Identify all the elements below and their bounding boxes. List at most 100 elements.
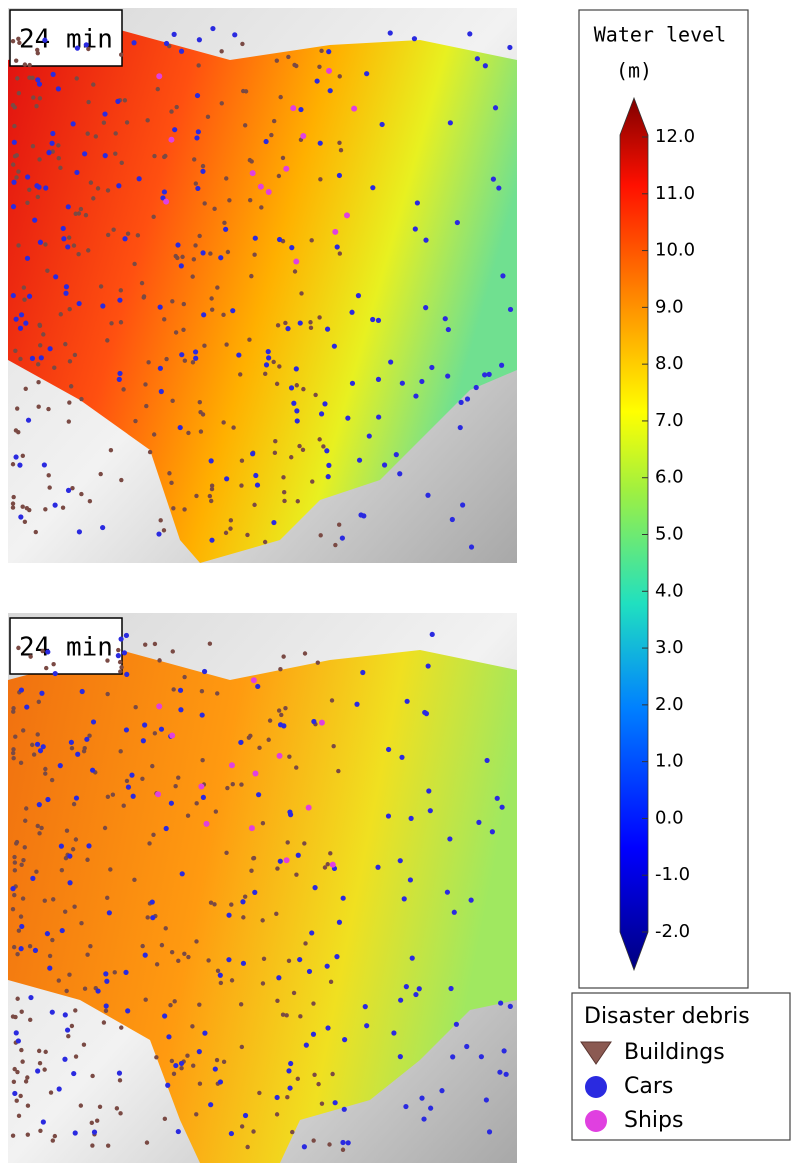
debris-ship [343, 212, 350, 219]
debris-building [101, 120, 107, 125]
debris-building [79, 396, 84, 402]
debris-building [93, 134, 99, 139]
debris-building [154, 1055, 159, 1060]
debris-car [18, 687, 25, 693]
legend-symbol [580, 1041, 612, 1065]
debris-car [401, 896, 407, 902]
debris-building [10, 1133, 16, 1138]
debris-building [249, 868, 254, 873]
colorbar-tick-label: 8.0 [655, 353, 684, 374]
debris-car [123, 969, 129, 975]
debris-building [170, 398, 175, 404]
debris-car [467, 31, 473, 37]
debris-car [162, 1013, 168, 1019]
debris-building [16, 243, 21, 248]
debris-car [194, 92, 201, 99]
debris-car [447, 120, 453, 126]
debris-building [67, 359, 73, 364]
debris-car [253, 472, 259, 479]
debris-building [58, 312, 63, 317]
debris-building [10, 501, 16, 506]
debris-building [327, 1142, 332, 1147]
debris-car [177, 424, 183, 431]
debris-car [18, 946, 24, 952]
debris-car [35, 1068, 41, 1074]
debris-building [12, 860, 18, 865]
debris-building [209, 307, 215, 312]
debris-building [169, 109, 174, 114]
debris-building [241, 915, 246, 920]
debris-building [298, 1014, 303, 1019]
debris-car [163, 825, 169, 832]
debris-car [450, 1054, 456, 1060]
debris-car [178, 1060, 185, 1067]
debris-building [76, 211, 82, 216]
debris-building [36, 699, 41, 705]
debris-building [74, 76, 79, 81]
debris-building [105, 338, 110, 343]
debris-car [13, 1030, 19, 1036]
debris-building [51, 661, 56, 667]
debris-car [507, 306, 514, 313]
debris-building [336, 768, 341, 774]
debris-building [158, 518, 163, 523]
debris-building [313, 392, 318, 398]
colorbar-tick-label: 5.0 [655, 524, 684, 545]
debris-building [162, 317, 167, 322]
debris-car [106, 910, 112, 916]
debris-building [83, 212, 89, 218]
colorbar-tick-label: 6.0 [655, 467, 684, 488]
debris-building [105, 232, 111, 238]
debris-building [35, 823, 40, 829]
debris-car [41, 462, 47, 468]
debris-building [194, 1112, 199, 1117]
debris-car [179, 871, 185, 877]
debris-building [12, 154, 18, 159]
debris-building [261, 956, 267, 961]
debris-building [11, 706, 16, 711]
debris-car [404, 698, 410, 704]
debris-building [28, 654, 33, 659]
debris-car [201, 312, 207, 318]
debris-building [151, 832, 156, 838]
debris-building [260, 821, 266, 826]
debris-car [448, 985, 454, 992]
colorbar-tick-label: 3.0 [655, 637, 684, 658]
debris-building [151, 214, 156, 219]
debris-car [161, 189, 168, 195]
debris-building [38, 1128, 43, 1133]
debris-car [294, 418, 300, 424]
debris-building [103, 1008, 109, 1014]
debris-building [34, 103, 39, 109]
debris-car [286, 1068, 292, 1074]
debris-building [209, 486, 215, 492]
debris-building [14, 1098, 19, 1103]
debris-building [291, 990, 297, 996]
debris-car [306, 968, 313, 975]
debris-building [328, 851, 333, 856]
debris-building [79, 491, 84, 497]
debris-building [260, 981, 266, 986]
debris-car [122, 236, 128, 242]
debris-building [49, 777, 55, 783]
debris-car [125, 1008, 131, 1014]
debris-car [103, 1003, 109, 1009]
debris-ship [155, 791, 162, 798]
debris-car [44, 931, 51, 937]
debris-building [73, 1008, 78, 1013]
debris-ship [156, 703, 163, 710]
debris-car [419, 1095, 425, 1101]
debris-building [36, 1048, 42, 1054]
debris-building [124, 120, 130, 125]
debris-building [225, 249, 231, 255]
debris-car [62, 1012, 68, 1018]
debris-car [312, 885, 318, 891]
debris-car [40, 1119, 46, 1125]
debris-building [185, 1053, 190, 1058]
debris-building [277, 364, 282, 369]
debris-building [192, 157, 197, 162]
debris-building [257, 745, 262, 751]
debris-building [225, 785, 230, 791]
debris-car [37, 239, 43, 245]
